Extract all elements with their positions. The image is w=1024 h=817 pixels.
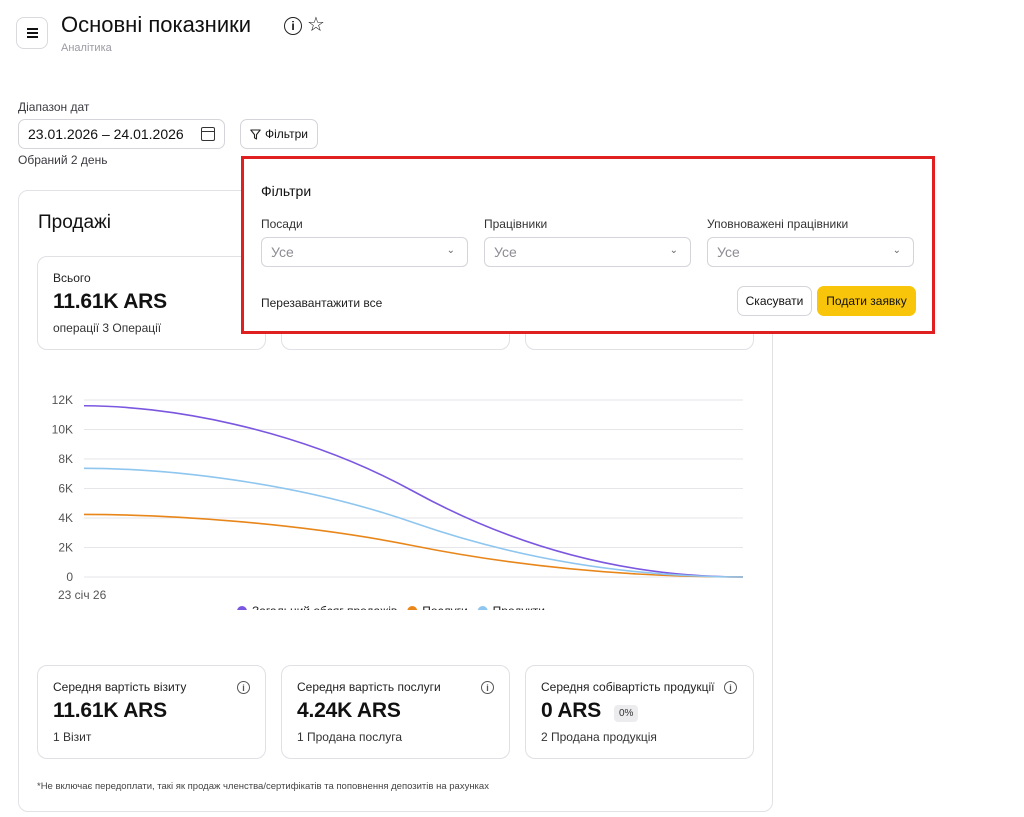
menu-icon <box>26 32 38 34</box>
filter-label: Працівники <box>484 217 548 231</box>
stat-sub: 2 Продана продукція <box>541 730 657 744</box>
filters-panel-title: Фільтри <box>261 183 312 199</box>
y-tick-label: 6K <box>58 482 73 496</box>
sales-line-chart: 0 2K 4K 6K 8K 10K 12K 23 січ 26 Загальний обсяг … <box>40 385 760 610</box>
date-range-value: 23.01.2026 – 24.01.2026 <box>28 126 184 142</box>
filter-label: Уповноважені працівники <box>707 217 849 231</box>
series-line <box>83 513 744 578</box>
stat-label: Середня вартість візиту <box>53 680 187 694</box>
stat-label: Середня вартість послуги <box>297 680 441 694</box>
positions-select[interactable]: Усе ⌄ <box>261 237 468 267</box>
legend-label: Продукти <box>493 604 545 610</box>
info-icon[interactable]: i <box>724 681 737 694</box>
filter-authorized-employees: Уповноважені працівники Усе ⌄ <box>707 217 914 267</box>
menu-button[interactable] <box>16 17 48 49</box>
y-tick-label: 12K <box>52 393 73 407</box>
reset-all-link[interactable]: Перезавантажити все <box>261 296 383 310</box>
legend-marker <box>407 606 418 610</box>
stat-avg-service-card: Середня вартість послуги i 4.24K ARS 1 П… <box>281 665 510 759</box>
chevron-down-icon: ⌄ <box>669 245 678 256</box>
info-icon[interactable]: i <box>284 17 302 35</box>
page-title: Основні показники <box>61 12 252 37</box>
info-icon[interactable]: i <box>481 681 494 694</box>
sales-title: Продажі <box>38 212 111 233</box>
stat-value: 4.24K ARS <box>297 699 401 722</box>
stat-value: 0 ARS <box>541 699 602 722</box>
stat-sub: 1 Візит <box>53 730 92 744</box>
select-value: Усе <box>717 244 740 260</box>
y-tick-label: 2K <box>58 541 73 555</box>
legend-label: Загальний обсяг продажів <box>252 604 397 610</box>
select-value: Усе <box>271 244 294 260</box>
chevron-down-icon: ⌄ <box>446 245 455 256</box>
filter-label: Посади <box>261 217 303 231</box>
legend-label: Послуги <box>422 604 467 610</box>
filters-button-label: Фільтри <box>265 127 308 141</box>
stat-avg-visit-card: Середня вартість візиту i 11.61K ARS 1 В… <box>37 665 266 759</box>
x-tick-label: 23 січ 26 <box>58 588 107 602</box>
filter-positions: Посади Усе ⌄ <box>261 217 468 267</box>
stat-sub: операції 3 Операції <box>53 321 162 335</box>
date-range-input[interactable]: 23.01.2026 – 24.01.2026 <box>18 119 225 149</box>
cancel-button[interactable]: Скасувати <box>737 286 812 316</box>
filters-panel: Фільтри Посади Усе ⌄ Працівники Усе ⌄ Уп… <box>241 156 935 334</box>
legend-marker <box>477 606 488 610</box>
stat-value: 11.61K ARS <box>53 699 167 722</box>
calendar-icon <box>201 127 215 141</box>
authorized-employees-select[interactable]: Усе ⌄ <box>707 237 914 267</box>
y-tick-label: 8K <box>58 452 73 466</box>
date-range-hint: Обраний 2 день <box>18 153 108 167</box>
info-icon[interactable]: i <box>237 681 250 694</box>
stat-value: 11.61K ARS <box>53 290 167 313</box>
y-tick-label: 4K <box>58 511 73 525</box>
filters-button[interactable]: Фільтри <box>240 119 318 149</box>
footnote: *Не включає передоплати, такі як продаж … <box>37 781 489 792</box>
stat-label: Всього <box>53 271 91 285</box>
y-tick-label: 0 <box>66 570 73 584</box>
submit-button[interactable]: Подати заявку <box>817 286 916 316</box>
breadcrumb[interactable]: Аналітика <box>61 42 112 54</box>
legend-marker <box>237 606 247 610</box>
filter-employees: Працівники Усе ⌄ <box>484 217 691 267</box>
series-line <box>83 467 744 578</box>
stat-sub: 1 Продана послуга <box>297 730 402 744</box>
y-tick-label: 10K <box>52 423 73 437</box>
chart-canvas: 0 2K 4K 6K 8K 10K 12K 23 січ 26 Загальний обсяг … <box>52 393 744 610</box>
stat-label: Середня собівартість продукції <box>541 680 715 694</box>
stat-avg-product-cost-card: Середня собівартість продукції i 0 ARS 0… <box>525 665 754 759</box>
percent-badge: 0% <box>614 705 639 722</box>
chevron-down-icon: ⌄ <box>892 245 901 256</box>
employees-select[interactable]: Усе ⌄ <box>484 237 691 267</box>
select-value: Усе <box>494 244 517 260</box>
series-line <box>83 404 744 578</box>
star-icon[interactable]: ☆ <box>307 14 325 36</box>
stat-total-card: Всього 11.61K ARS операції 3 Операції <box>37 256 266 350</box>
date-range-label: Діапазон дат <box>18 100 90 114</box>
funnel-icon <box>250 128 261 140</box>
